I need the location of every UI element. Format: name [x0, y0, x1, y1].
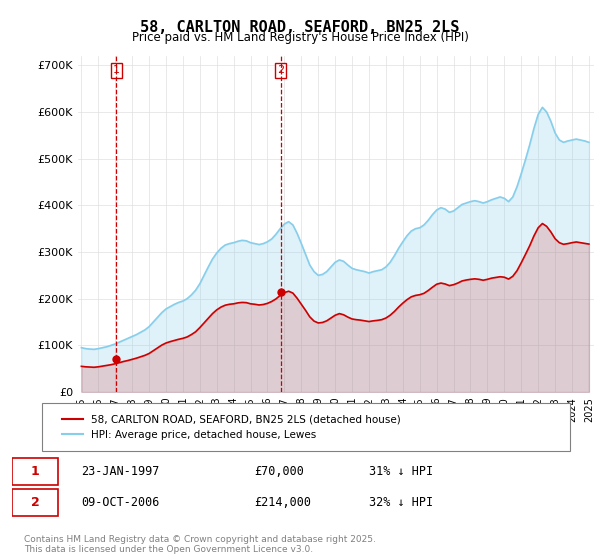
Text: 2: 2: [31, 496, 40, 509]
Text: Price paid vs. HM Land Registry's House Price Index (HPI): Price paid vs. HM Land Registry's House …: [131, 31, 469, 44]
Text: 32% ↓ HPI: 32% ↓ HPI: [369, 496, 433, 509]
Text: Contains HM Land Registry data © Crown copyright and database right 2025.
This d: Contains HM Land Registry data © Crown c…: [24, 535, 376, 554]
Text: 58, CARLTON ROAD, SEAFORD, BN25 2LS: 58, CARLTON ROAD, SEAFORD, BN25 2LS: [140, 20, 460, 35]
Text: 09-OCT-2006: 09-OCT-2006: [81, 496, 160, 509]
FancyBboxPatch shape: [42, 403, 570, 451]
FancyBboxPatch shape: [12, 489, 58, 516]
Text: £70,000: £70,000: [254, 465, 304, 478]
Text: 1: 1: [113, 66, 120, 76]
Legend: 58, CARLTON ROAD, SEAFORD, BN25 2LS (detached house), HPI: Average price, detach: 58, CARLTON ROAD, SEAFORD, BN25 2LS (det…: [58, 410, 405, 444]
Text: 23-JAN-1997: 23-JAN-1997: [81, 465, 160, 478]
Text: 31% ↓ HPI: 31% ↓ HPI: [369, 465, 433, 478]
Text: 2: 2: [277, 66, 284, 76]
FancyBboxPatch shape: [12, 458, 58, 484]
Text: £214,000: £214,000: [254, 496, 311, 509]
Text: 1: 1: [31, 465, 40, 478]
